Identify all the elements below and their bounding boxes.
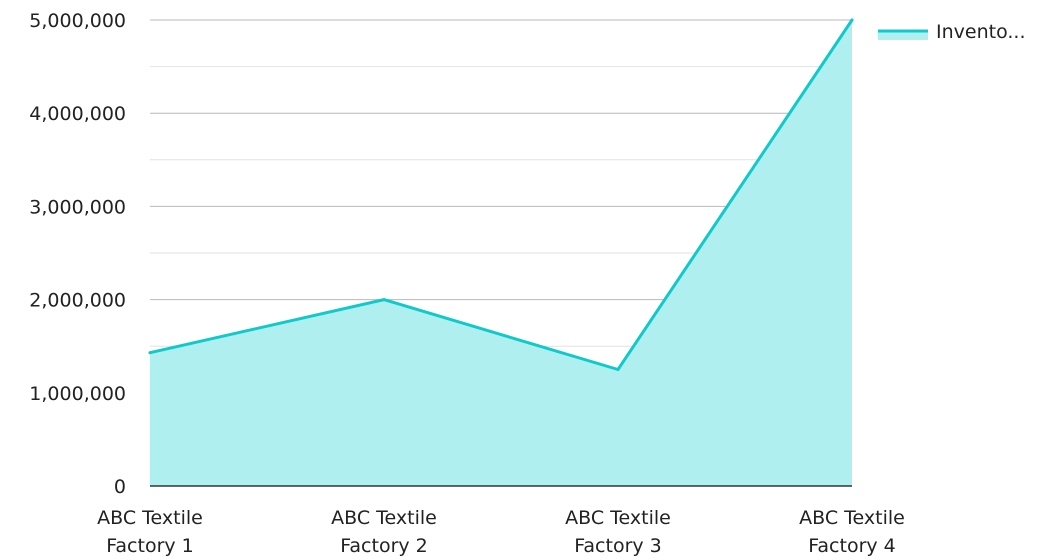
x-tick-label: ABC Textile Factory 1 bbox=[97, 507, 203, 557]
data-point bbox=[850, 18, 854, 22]
x-tick-label: ABC Textile Factory 4 bbox=[799, 507, 905, 557]
data-point bbox=[382, 298, 386, 302]
series-line bbox=[148, 18, 854, 371]
y-tick-label: 5,000,000 bbox=[29, 10, 126, 32]
legend: Invento... bbox=[878, 21, 1025, 43]
y-tick-label: 4,000,000 bbox=[29, 103, 126, 125]
y-tick-label: 3,000,000 bbox=[29, 196, 126, 218]
area-series bbox=[148, 18, 854, 486]
legend-swatch-fill bbox=[878, 30, 928, 40]
y-tick-label: 1,000,000 bbox=[29, 383, 126, 405]
y-axis-tick-labels: 0 1,000,000 2,000,000 3,000,000 4,000,000 5,0… bbox=[29, 10, 126, 498]
legend-label: Invento... bbox=[936, 21, 1025, 43]
x-tick-label: ABC Textile Factory 2 bbox=[331, 507, 437, 557]
y-tick-label: 2,000,000 bbox=[29, 290, 126, 312]
data-point bbox=[148, 351, 152, 355]
x-axis-tick-labels: ABC Textile Factory 1 ABC Textile Factory 2… bbox=[97, 507, 905, 557]
data-point bbox=[616, 368, 620, 371]
x-tick-label: ABC Textile Factory 3 bbox=[565, 507, 671, 557]
series-area-fill bbox=[150, 20, 852, 486]
y-tick-label: 0 bbox=[114, 476, 126, 498]
